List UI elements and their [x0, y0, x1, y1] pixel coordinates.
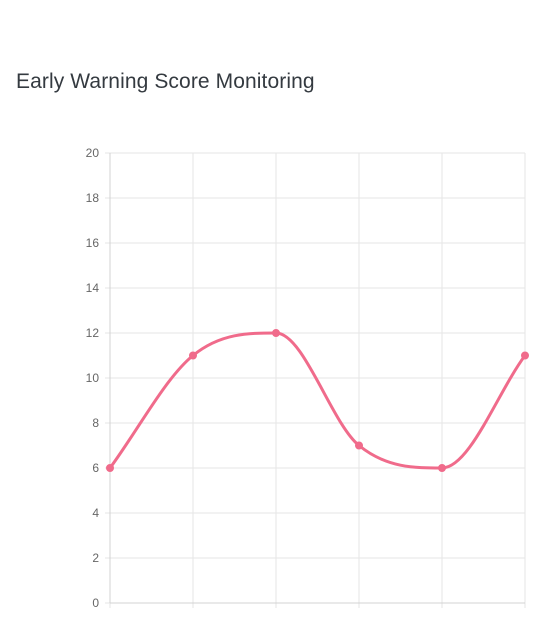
- y-tick-labels: 0 2 4 6 8 10 12 14 16 18 20: [86, 146, 100, 610]
- chart-title: Early Warning Score Monitoring: [16, 70, 315, 93]
- y-tick-label: 20: [86, 146, 100, 160]
- data-point: [355, 441, 363, 450]
- y-tick-label: 10: [86, 371, 100, 385]
- grid-lines: [110, 152, 526, 603]
- y-tick-label: 18: [86, 191, 100, 205]
- y-tick-label: 14: [86, 281, 100, 295]
- y-tick-label: 12: [86, 326, 100, 340]
- y-tick-label: 4: [92, 506, 99, 520]
- y-tick-label: 0: [92, 596, 99, 610]
- axes: [105, 152, 526, 608]
- data-points: [106, 329, 529, 472]
- y-tick-label: 16: [86, 236, 100, 250]
- data-point: [438, 464, 446, 472]
- data-point: [189, 351, 197, 360]
- y-tick-label: 8: [92, 416, 99, 430]
- data-point: [521, 351, 529, 360]
- y-tick-label: 2: [92, 551, 99, 565]
- data-point: [272, 329, 280, 337]
- data-point: [106, 464, 114, 472]
- series-line: [108, 331, 527, 470]
- series: [108, 331, 527, 470]
- y-tick-label: 6: [92, 461, 99, 475]
